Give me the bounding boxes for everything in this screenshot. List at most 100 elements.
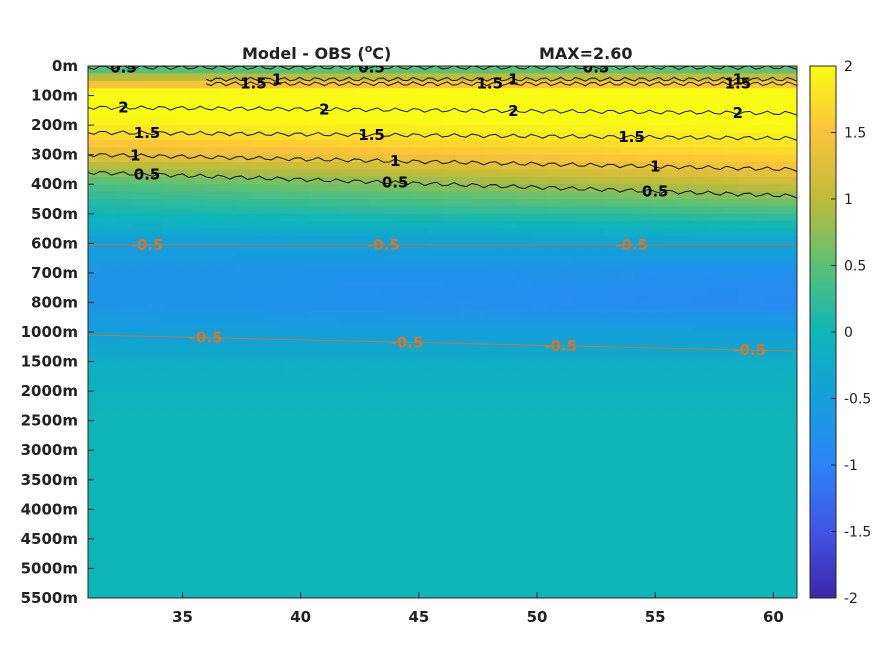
heatmap-cell	[708, 546, 724, 555]
heatmap-cell	[590, 435, 606, 444]
heatmap-cell	[191, 590, 207, 598]
heatmap-cell	[516, 368, 532, 377]
y-tick-label: 5000m	[21, 559, 78, 577]
heatmap-cell	[516, 199, 532, 207]
heatmap-cell	[88, 531, 104, 540]
heatmap-cell	[161, 553, 178, 562]
heatmap-cell	[472, 250, 488, 259]
heatmap-cell	[516, 553, 532, 562]
heatmap-cell	[767, 117, 783, 126]
heatmap-cell	[545, 553, 562, 562]
heatmap-cell	[486, 450, 503, 459]
heatmap-cell	[634, 531, 650, 540]
heatmap-cell	[604, 309, 621, 318]
heatmap-cell	[324, 250, 340, 259]
heatmap-cell	[324, 354, 340, 363]
heatmap-cell	[501, 346, 517, 355]
y-tick-label: 1500m	[21, 353, 78, 371]
heatmap-cell	[383, 531, 399, 540]
heatmap-cell	[191, 428, 207, 437]
heatmap-cell	[560, 531, 577, 540]
heatmap-cell	[250, 450, 266, 459]
heatmap-cell	[634, 139, 650, 148]
heatmap-cell	[649, 66, 665, 74]
heatmap-cell	[383, 339, 399, 348]
heatmap-cell	[649, 575, 665, 584]
heatmap-cell	[102, 154, 119, 163]
heatmap-cell	[693, 391, 709, 400]
heatmap-cell	[117, 413, 133, 422]
heatmap-cell	[235, 575, 252, 584]
heatmap-cell	[88, 221, 104, 230]
heatmap-cell	[619, 494, 636, 503]
heatmap-cell	[398, 287, 414, 296]
heatmap-cell	[782, 531, 797, 540]
heatmap-cell	[604, 383, 621, 392]
heatmap-cell	[752, 368, 769, 377]
heatmap-cell	[708, 243, 724, 252]
heatmap-cell	[398, 420, 414, 429]
heatmap-cell	[132, 250, 148, 259]
heatmap-cell	[412, 258, 429, 267]
heatmap-cell	[250, 472, 266, 481]
heatmap-cell	[383, 354, 399, 363]
heatmap-cell	[161, 80, 178, 89]
heatmap-cell	[560, 154, 577, 163]
heatmap-cell	[161, 457, 178, 466]
heatmap-cell	[604, 95, 621, 104]
heatmap-cell	[309, 465, 325, 473]
heatmap-cell	[442, 191, 458, 200]
heatmap-cell	[708, 465, 724, 473]
heatmap-cell	[250, 243, 266, 252]
heatmap-cell	[516, 420, 532, 429]
heatmap-cell	[339, 524, 355, 533]
heatmap-cell	[147, 199, 163, 207]
heatmap-cell	[88, 354, 104, 363]
heatmap-cell	[324, 472, 340, 481]
heatmap-cell	[161, 191, 178, 200]
y-tick-label: 4000m	[21, 500, 78, 518]
heatmap-cell	[501, 332, 517, 340]
heatmap-cell	[472, 184, 488, 193]
heatmap-cell	[560, 472, 577, 481]
heatmap-cell	[604, 139, 621, 148]
heatmap-cell	[235, 73, 252, 82]
colorbar-tick-label: -1	[844, 458, 858, 474]
heatmap-cell	[516, 169, 532, 178]
heatmap-cell	[412, 309, 429, 318]
heatmap-cell	[501, 169, 517, 178]
heatmap-cell	[324, 80, 340, 89]
heatmap-cell	[575, 221, 591, 230]
heatmap-cell	[265, 324, 281, 333]
heatmap-cell	[88, 391, 104, 400]
heatmap-cell	[176, 206, 192, 215]
heatmap-cell	[191, 465, 207, 473]
heatmap-cell	[368, 561, 385, 570]
heatmap-cell	[590, 575, 606, 584]
heatmap-cell	[280, 583, 296, 592]
heatmap-cell	[265, 184, 281, 193]
heatmap-cell	[516, 561, 532, 570]
heatmap-cell	[265, 479, 281, 488]
heatmap-cell	[737, 339, 754, 348]
heatmap-cell	[235, 88, 252, 97]
heatmap-cell	[545, 102, 562, 111]
heatmap-cell	[531, 354, 547, 363]
heatmap-cell	[604, 361, 621, 370]
heatmap-cell	[604, 516, 621, 525]
heatmap-cell	[501, 428, 517, 437]
heatmap-cell	[545, 339, 562, 348]
heatmap-cell	[132, 169, 148, 178]
heatmap-cell	[619, 154, 636, 163]
heatmap-cell	[649, 162, 665, 171]
heatmap-cell	[693, 184, 709, 193]
heatmap-cell	[324, 110, 340, 119]
heatmap-cell	[339, 80, 355, 89]
heatmap-cell	[161, 272, 178, 281]
heatmap-cell	[235, 295, 252, 304]
heatmap-cell	[531, 110, 547, 119]
heatmap-cell	[412, 428, 429, 437]
heatmap-cell	[604, 531, 621, 540]
heatmap-cell	[427, 258, 444, 267]
heatmap-cell	[619, 428, 636, 437]
